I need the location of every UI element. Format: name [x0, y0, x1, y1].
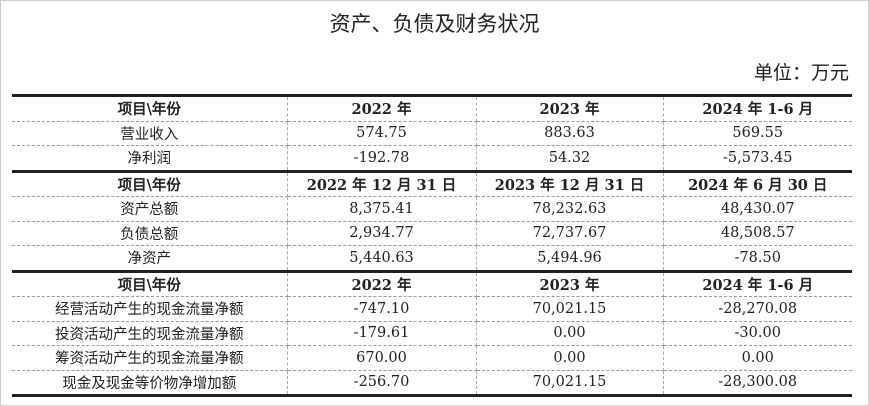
label-cell: 净资产 [12, 245, 288, 272]
value-cell: 2022 年 12 月 31 日 [287, 169, 477, 197]
value-cell: 0.00 [663, 345, 852, 371]
label-cell: 项目\年份 [12, 269, 288, 297]
document-title: 资产、负债及财务状况 [329, 12, 540, 36]
value-cell: -28,300.08 [663, 370, 852, 397]
label-cell: 项目\年份 [12, 94, 288, 122]
value-cell: -179.61 [287, 321, 477, 346]
table-row: 净资产 5,440.63 5,494.96 -78.50 [12, 245, 852, 272]
value-cell: 2,934.77 [287, 221, 477, 246]
value-cell: 5,440.63 [287, 245, 477, 272]
label-cell: 资产总额 [12, 196, 288, 222]
value-cell: 0.00 [476, 345, 664, 371]
value-cell: 2022 年 [287, 94, 477, 122]
table-row: 投资活动产生的现金流量净额 -179.61 0.00 -30.00 [12, 321, 852, 346]
table-row: 经营活动产生的现金流量净额 -747.10 70,021.15 -28,270.08 [12, 296, 852, 322]
value-cell: 2023 年 [476, 269, 664, 297]
table-row: 营业收入 574.75 883.63 569.55 [12, 121, 852, 146]
value-cell: 72,737.67 [476, 221, 664, 246]
value-cell: 2024 年 6 月 30 日 [663, 169, 852, 197]
table-row: 净利润 -192.78 54.32 -5,573.45 [12, 145, 852, 172]
label-cell: 现金及现金等价物净增加额 [12, 370, 288, 397]
table-header-row: 项目\年份 2022 年 2023 年 2024 年 1-6 月 [12, 94, 852, 122]
label-cell: 经营活动产生的现金流量净额 [12, 296, 288, 322]
value-cell: 2024 年 1-6 月 [663, 269, 852, 297]
value-cell: 670.00 [287, 345, 477, 371]
value-cell: 0.00 [476, 321, 664, 346]
value-cell: -192.78 [287, 145, 477, 172]
value-cell: 5,494.96 [476, 245, 664, 272]
label-cell: 净利润 [12, 145, 288, 172]
value-cell: 574.75 [287, 121, 477, 146]
table-header-row: 项目\年份 2022 年 2023 年 2024 年 1-6 月 [12, 269, 852, 297]
value-cell: 54.32 [476, 145, 664, 172]
value-cell: 48,508.57 [663, 221, 852, 246]
table-header-row: 项目\年份 2022 年 12 月 31 日 2023 年 12 月 31 日 202… [12, 169, 852, 197]
unit-label: 单位：万元 [753, 62, 849, 84]
table-row: 负债总额 2,934.77 72,737.67 48,508.57 [12, 221, 852, 246]
table-row: 筹资活动产生的现金流量净额 670.00 0.00 0.00 [12, 345, 852, 371]
label-cell: 筹资活动产生的现金流量净额 [12, 345, 288, 371]
value-cell: 48,430.07 [663, 196, 852, 222]
label-cell: 负债总额 [12, 221, 288, 246]
label-cell: 营业收入 [12, 121, 288, 146]
table-row: 资产总额 8,375.41 78,232.63 48,430.07 [12, 196, 852, 222]
label-cell: 项目\年份 [12, 169, 288, 197]
value-cell: 2022 年 [287, 269, 477, 297]
value-cell: 8,375.41 [287, 196, 477, 222]
value-cell: -78.50 [663, 245, 852, 272]
value-cell: -5,573.45 [663, 145, 852, 172]
value-cell: 2023 年 [476, 94, 664, 122]
value-cell: -30.00 [663, 321, 852, 346]
value-cell: 78,232.63 [476, 196, 664, 222]
label-cell: 投资活动产生的现金流量净额 [12, 321, 288, 346]
value-cell: 70,021.15 [476, 370, 664, 397]
value-cell: -747.10 [287, 296, 477, 322]
value-cell: 2023 年 12 月 31 日 [476, 169, 664, 197]
value-cell: 2024 年 1-6 月 [663, 94, 852, 122]
value-cell: -28,270.08 [663, 296, 852, 322]
table-row: 现金及现金等价物净增加额 -256.70 70,021.15 -28,300.08 [12, 370, 852, 397]
value-cell: 883.63 [476, 121, 664, 146]
value-cell: 70,021.15 [476, 296, 664, 322]
value-cell: -256.70 [287, 370, 477, 397]
financial-table: 项目\年份 2022 年 2023 年 2024 年 1-6 月营业收入 574.75 8… [12, 94, 852, 397]
value-cell: 569.55 [663, 121, 852, 146]
